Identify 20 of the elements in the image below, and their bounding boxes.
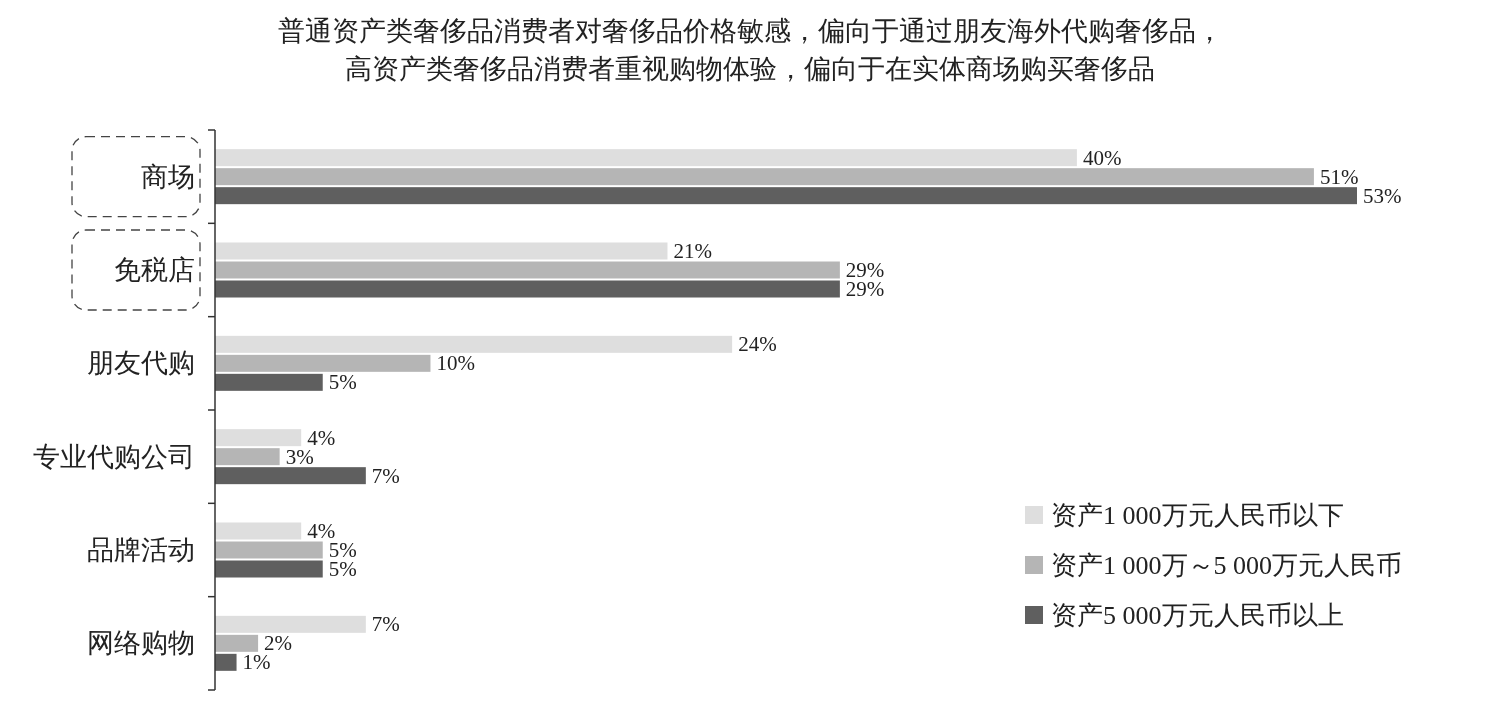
y-tick-label: 朋友代购 [87, 348, 195, 379]
data-label: 51% [1319, 164, 1359, 189]
data-label: 53% [1363, 183, 1402, 208]
data-label: 40% [1082, 145, 1122, 170]
legend-label: 资产1 000万～5 000万元人民币 [1051, 551, 1402, 580]
data-label: 24% [738, 332, 777, 357]
data-label: 7% [371, 612, 400, 637]
y-tick-label: 品牌活动 [87, 535, 195, 565]
y-tick-label: 专业代购公司 [33, 441, 195, 472]
data-label: 7% [371, 463, 400, 488]
y-tick-label: 免税店 [114, 255, 195, 285]
data-label: 10% [436, 351, 475, 376]
y-tick-label: 商场 [141, 161, 195, 192]
chart-subtitle: 高资产类奢侈品消费者重视购物体验，偏向于在实体商场购买奢侈品 [345, 54, 1155, 84]
chart-title: 普通资产类奢侈品消费者对奢侈品价格敏感，偏向于通过朋友海外代购奢侈品， [277, 16, 1223, 46]
legend-label: 资产1 000万元人民币以下 [1051, 501, 1344, 530]
legend-label: 资产5 000万元人民币以上 [1051, 601, 1344, 630]
data-label: 21% [673, 239, 712, 263]
data-label: 5% [328, 370, 357, 395]
y-tick-label: 网络购物 [87, 628, 195, 659]
